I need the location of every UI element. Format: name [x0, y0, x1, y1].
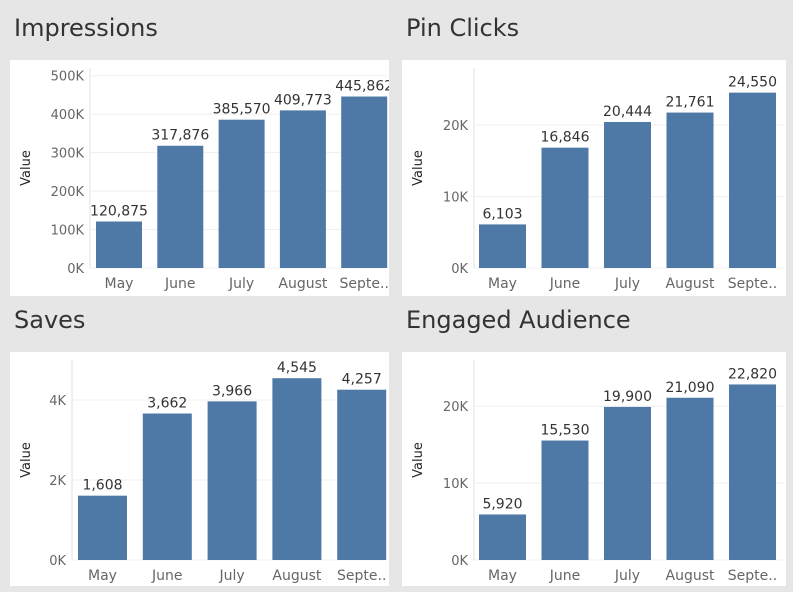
y-tick-label: 0K: [49, 554, 66, 569]
x-tick-label: Septe..: [728, 276, 777, 292]
bar: [337, 389, 387, 560]
bar-value-label: 5,920: [482, 496, 522, 512]
x-tick-label: May: [488, 276, 517, 292]
y-tick-label: 0K: [451, 262, 468, 277]
x-tick-label: June: [549, 568, 581, 584]
bar-value-label: 21,090: [666, 380, 715, 396]
x-tick-label: August: [666, 276, 716, 292]
pin-clicks-panel: Pin Clicks 0K 10K 20K Value 6,103 May 16,846 Ju…: [402, 14, 786, 296]
panel-title: Impressions: [14, 14, 158, 42]
panel-title: Engaged Audience: [406, 306, 631, 334]
x-tick-label: August: [278, 276, 328, 292]
bar-value-label: 4,257: [342, 372, 382, 388]
bar: [666, 397, 714, 560]
bar-value-label: 409,773: [274, 92, 332, 108]
chart-area: 0K 10K 20K Value 6,103 May 16,846 June 20,444 Jul…: [402, 60, 786, 296]
bar: [78, 495, 127, 560]
bar-value-label: 317,876: [151, 128, 209, 144]
bar-value-label: 24,550: [728, 75, 777, 91]
y-tick-label: 500K: [51, 70, 85, 85]
bar: [207, 401, 257, 560]
bar: [729, 92, 776, 268]
bar-value-label: 1,608: [82, 478, 122, 494]
y-tick-label: 10K: [443, 477, 469, 492]
bar-value-label: 4,545: [277, 360, 317, 376]
x-tick-label: July: [219, 568, 245, 584]
bar: [96, 221, 142, 268]
bar: [157, 145, 204, 268]
bar-value-label: 445,862: [335, 79, 389, 95]
bar-value-label: 22,820: [728, 366, 777, 382]
x-tick-label: August: [666, 568, 716, 584]
bar: [479, 514, 526, 560]
y-tick-label: 20K: [443, 400, 469, 415]
bar: [272, 378, 322, 560]
y-tick-label: 0K: [67, 262, 84, 277]
x-tick-label: May: [88, 568, 117, 584]
bar: [279, 110, 326, 268]
x-tick-label: July: [228, 276, 254, 292]
y-tick-label: 20K: [443, 119, 469, 134]
bar-value-label: 6,103: [482, 206, 522, 222]
chart-area: 0K 2K 4K Value 1,608 May 3,662 June 3,966 July 4,5…: [10, 352, 389, 586]
bar: [604, 406, 651, 560]
engaged-audience-bar-chart: 0K 10K 20K Value 5,920 May 15,530 June 19,900 Jul…: [411, 360, 783, 584]
y-axis-title: Value: [411, 442, 426, 478]
x-tick-label: June: [549, 276, 581, 292]
bar: [479, 224, 526, 268]
bar: [604, 121, 651, 268]
bar-value-label: 20,444: [603, 104, 652, 120]
pin-clicks-bar-chart: 0K 10K 20K Value 6,103 May 16,846 June 20,444 Jul…: [411, 68, 783, 292]
y-tick-label: 200K: [51, 185, 85, 200]
y-tick-label: 2K: [49, 474, 66, 489]
x-tick-label: July: [614, 276, 640, 292]
x-tick-label: May: [105, 276, 134, 292]
bar: [341, 96, 388, 268]
y-tick-label: 0K: [451, 554, 468, 569]
y-tick-label: 4K: [49, 394, 66, 409]
bar: [729, 384, 776, 560]
bar-value-label: 15,530: [541, 423, 590, 439]
y-tick-label: 300K: [51, 147, 85, 162]
bar: [666, 112, 714, 268]
chart-area: 0K 10K 20K Value 5,920 May 15,530 June 19,900 Jul…: [402, 352, 786, 586]
x-tick-label: Septe..: [728, 568, 777, 584]
y-axis-title: Value: [411, 150, 426, 186]
bar: [218, 119, 265, 268]
y-tick-label: 10K: [443, 191, 469, 206]
x-tick-label: June: [151, 568, 183, 584]
bar-value-label: 21,761: [666, 95, 715, 111]
y-tick-label: 100K: [51, 224, 85, 239]
panel-title: Pin Clicks: [406, 14, 520, 42]
engaged-audience-panel: Engaged Audience 0K 10K 20K Value 5,920 May 15…: [402, 306, 786, 586]
impressions-bar-chart: 0K 100K 200K 300K 400K 500K Value 120,875 May 317…: [19, 68, 393, 292]
bar-value-label: 3,662: [147, 396, 187, 412]
impressions-panel: Impressions 0K 100K 200K 300K 400K 500K Value 1…: [10, 14, 393, 296]
bar-value-label: 19,900: [603, 389, 652, 405]
y-axis-title: Value: [19, 150, 34, 186]
x-tick-label: May: [488, 568, 517, 584]
x-tick-label: July: [614, 568, 640, 584]
panel-title: Saves: [14, 306, 86, 334]
bar-value-label: 3,966: [212, 383, 252, 399]
saves-panel: Saves 0K 2K 4K Value 1,608 May 3,662 June 3,966 J…: [10, 306, 389, 586]
bar: [541, 147, 589, 268]
bar-value-label: 120,875: [90, 204, 148, 220]
x-tick-label: August: [272, 568, 322, 584]
bar: [541, 440, 589, 560]
x-tick-label: Septe..: [337, 568, 386, 584]
bar: [142, 413, 192, 560]
chart-area: 0K 100K 200K 300K 400K 500K Value 120,875 May 317…: [10, 60, 393, 296]
x-tick-label: June: [164, 276, 196, 292]
saves-bar-chart: 0K 2K 4K Value 1,608 May 3,662 June 3,966 July 4,5…: [19, 360, 387, 584]
y-axis-title: Value: [19, 442, 34, 478]
x-tick-label: Septe..: [340, 276, 389, 292]
bar-value-label: 16,846: [541, 130, 590, 146]
y-tick-label: 400K: [51, 108, 85, 123]
bar-value-label: 385,570: [213, 102, 271, 118]
